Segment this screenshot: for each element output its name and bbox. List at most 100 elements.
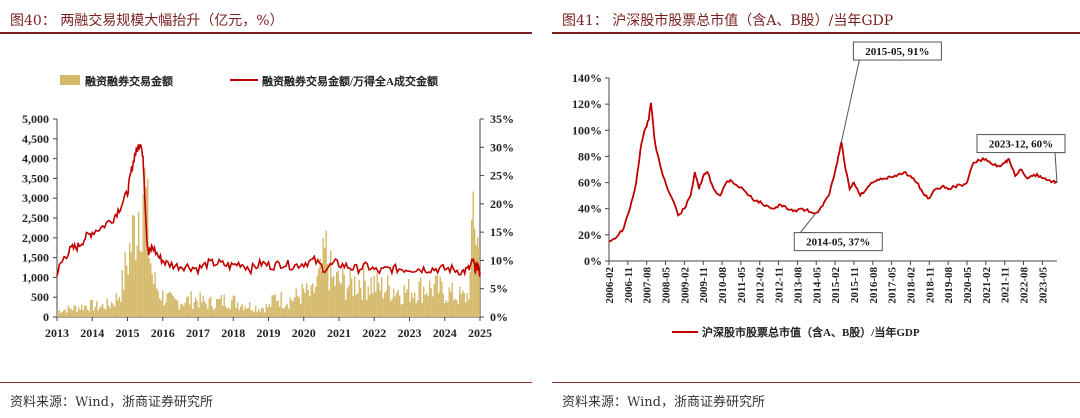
bar [195,297,197,317]
bar [100,305,102,317]
x-tick-label: 2020-05 [962,267,974,304]
right-y-tick-label: 10% [490,253,514,267]
bar [67,305,69,317]
bar [382,298,384,317]
bar [442,293,444,317]
bar [60,313,62,317]
bar [126,265,128,317]
bar [355,294,357,317]
bar [417,300,419,317]
left-y-tick-label: 500 [31,290,49,304]
source-note: 资料来源：Wind，浙商证券研究所 [562,395,765,410]
bar [348,285,350,317]
annotation-box [976,134,1066,154]
bar [216,299,218,317]
y-tick-label: 120% [572,97,602,111]
bar [349,267,351,317]
annotation-pointer [840,59,872,143]
bar [334,285,336,317]
bar [208,298,210,317]
bar [439,276,441,317]
bar [427,296,429,317]
bar [181,303,183,317]
bar [397,289,399,317]
bar [316,275,318,317]
bar [196,301,198,317]
bar [342,268,344,317]
bar [295,288,297,317]
bar [66,312,68,317]
bar [136,245,138,317]
bar [174,298,176,317]
bar [330,250,332,317]
bar [297,295,299,317]
bar [183,306,185,317]
bar [436,274,438,317]
bar [361,299,363,317]
bar [217,298,219,317]
x-tick-label: 2006-11 [623,267,635,303]
bar [283,308,285,317]
bar [192,309,194,317]
bar [160,300,162,317]
bar [333,275,335,317]
x-tick-label: 2016-08 [868,267,880,304]
bar [64,309,66,317]
x-tick-label: 2018-02 [905,267,917,304]
bar [307,289,309,317]
bar [309,296,311,317]
bar [412,297,414,317]
bar [433,283,435,317]
bar [390,301,392,317]
bar [91,299,93,317]
bar [211,306,213,317]
annotation-box [793,232,883,252]
bar [462,290,464,317]
x-tick-label: 2009-02 [679,267,691,304]
bar [441,281,443,317]
x-tick-label: 2008-05 [661,267,673,304]
bar [375,291,377,317]
bar [165,302,167,317]
left-y-tick-label: 2,000 [22,231,49,245]
bar [402,303,404,317]
left-y-tick-label: 3,000 [22,191,49,205]
bar [364,280,366,317]
bar [259,311,261,317]
bar [267,307,269,317]
bar [157,291,159,317]
bar [264,312,266,317]
bar [472,191,474,317]
bar [222,305,224,317]
bar [168,292,170,317]
bar [106,298,108,317]
market-cap-gdp-chart: 0% 20% 40% 60% 80% 100% 120% 140% 2006-02 2006-11… [572,41,1066,339]
bar [84,305,86,317]
bar [421,303,423,317]
x-tick-label: 2012-02 [755,267,767,304]
bar [429,280,431,317]
x-tick-label: 2009-11 [698,267,710,303]
bar [133,215,135,317]
bar [262,308,264,317]
bar [219,299,221,317]
bar [127,274,129,317]
bar [478,247,480,317]
y-tick-label: 140% [572,71,602,85]
bar [426,292,428,317]
bar [154,272,156,317]
bar [324,247,326,317]
bar [399,295,401,317]
y-tick-label: 40% [578,202,602,216]
bar [61,312,63,317]
bar [388,285,390,317]
bar [97,310,99,317]
bar [111,302,113,317]
bar [240,306,242,317]
x-tick-label: 2019 [257,326,281,340]
bar [367,286,369,317]
right-y-tick-label: 20% [490,197,514,211]
bar [243,310,245,317]
bar [169,291,171,317]
bar [150,263,152,317]
